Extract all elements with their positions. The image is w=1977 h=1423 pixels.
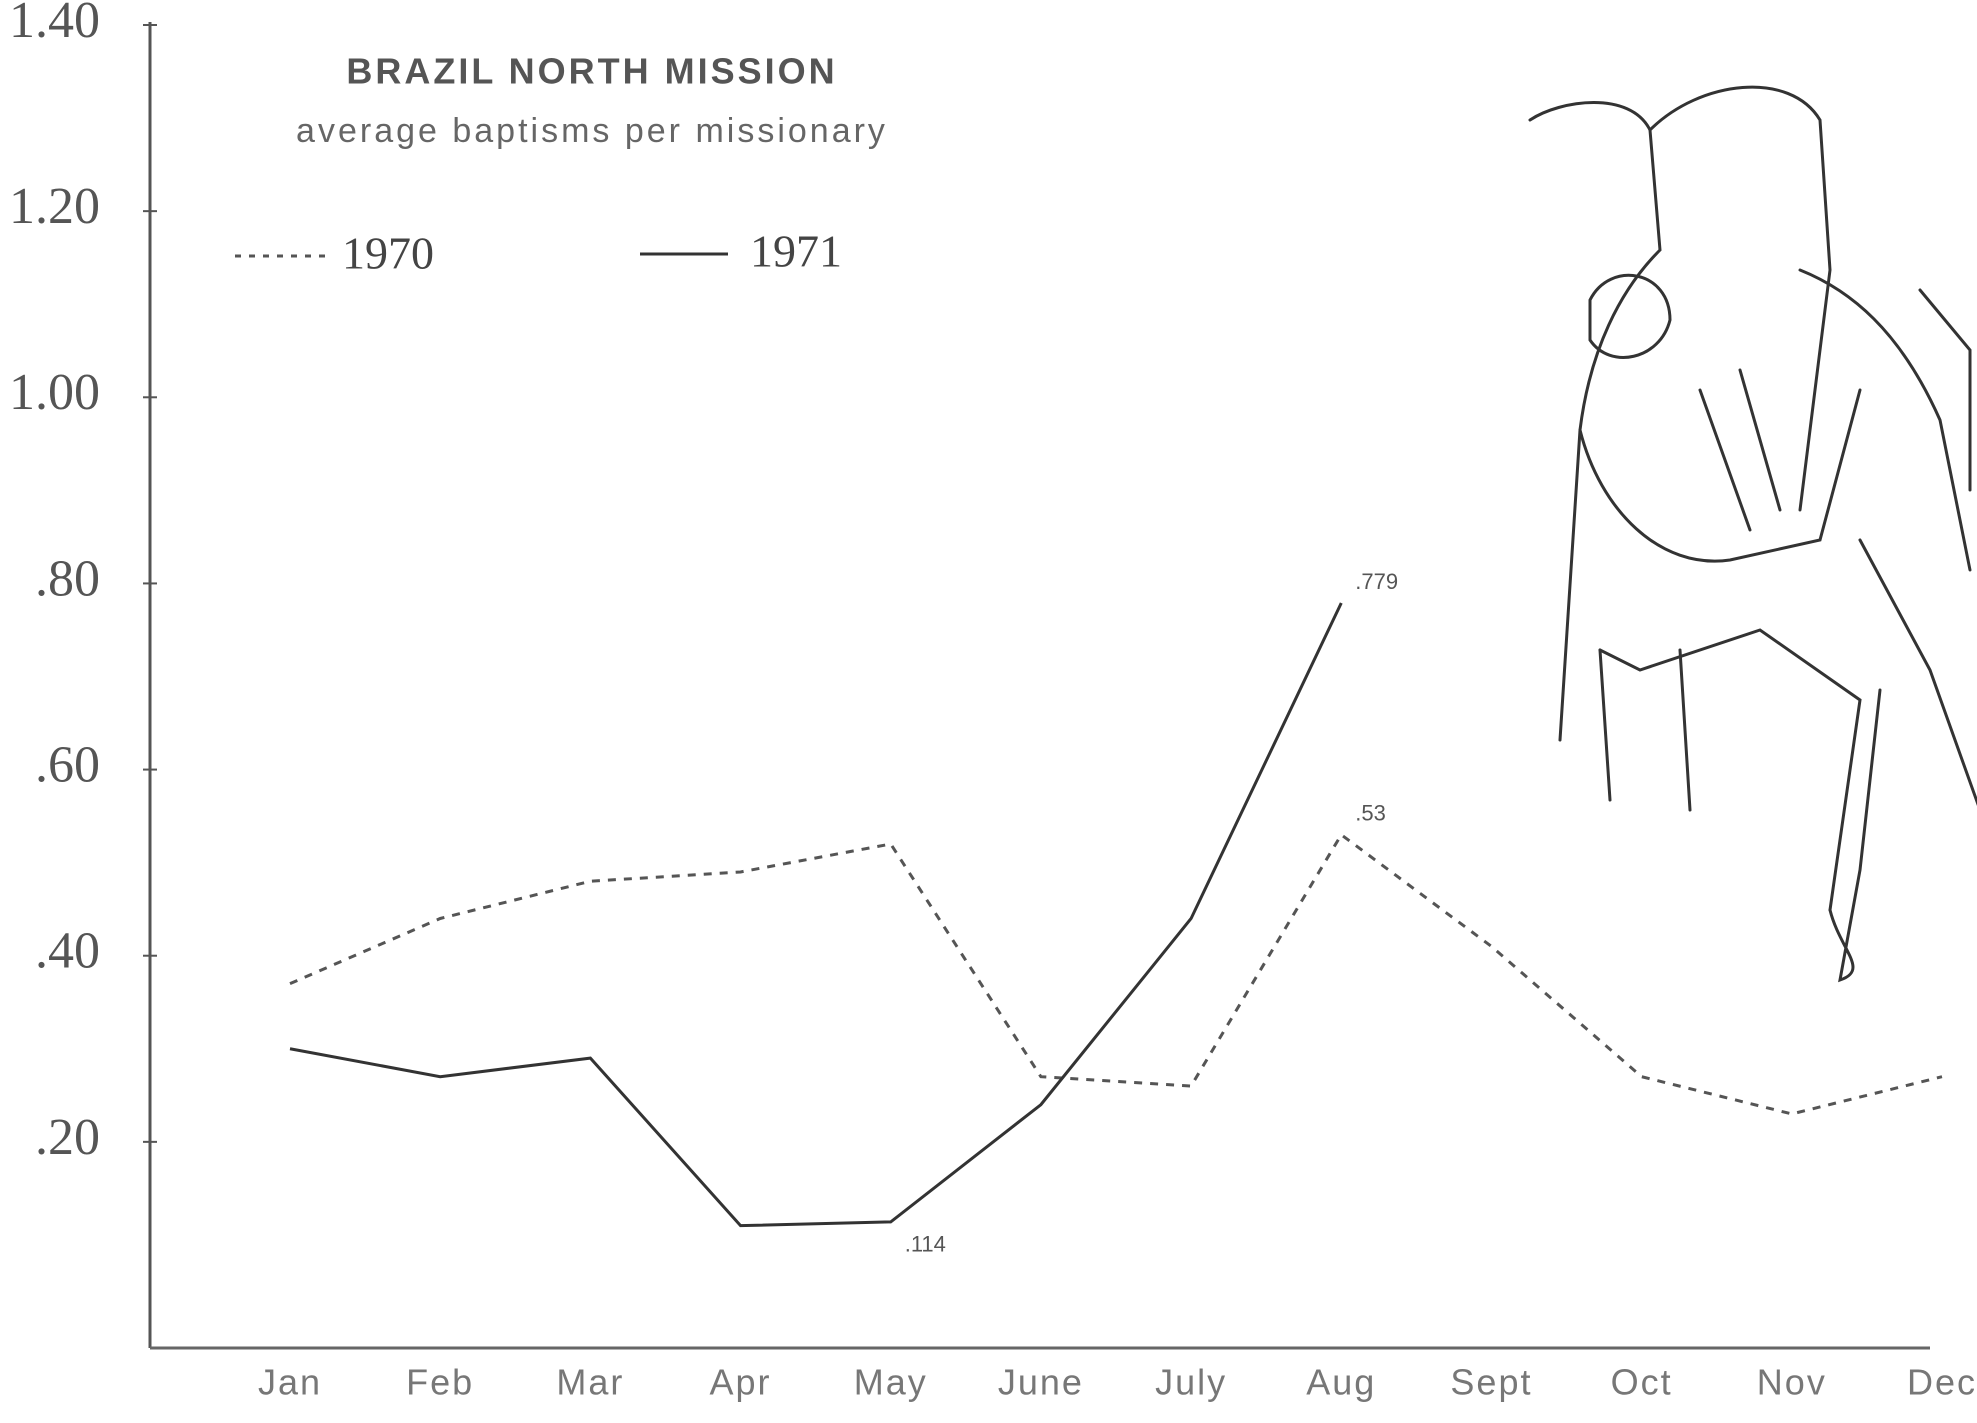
x-tick-label: Feb <box>406 1362 474 1403</box>
x-tick-label: Oct <box>1611 1362 1673 1403</box>
y-tick-label: .20 <box>35 1109 100 1166</box>
y-tick-label: .40 <box>35 923 100 980</box>
x-tick-label: Aug <box>1306 1362 1376 1403</box>
chart-title: BRAZIL NORTH MISSION <box>346 51 837 92</box>
x-tick-label: Dec <box>1907 1362 1977 1403</box>
x-tick-label: June <box>998 1362 1084 1403</box>
chart-subtitle: average baptisms per missionary <box>296 112 888 150</box>
y-tick-label: .80 <box>35 550 100 607</box>
y-tick-label: 1.20 <box>9 178 100 235</box>
x-tick-label: Apr <box>710 1362 772 1403</box>
illustration <box>1530 87 1977 980</box>
x-tick-label: July <box>1155 1362 1227 1403</box>
data-label: .53 <box>1355 801 1386 826</box>
x-tick-label: May <box>854 1362 928 1403</box>
legend-label: 1970 <box>342 228 434 279</box>
y-tick-label: 1.40 <box>9 0 100 49</box>
series-line <box>290 603 1341 1226</box>
y-tick-label: 1.00 <box>9 364 100 421</box>
x-tick-label: Sept <box>1450 1362 1532 1403</box>
data-label: .779 <box>1355 569 1398 594</box>
page: {"chart_data": {"type": "line", "title":… <box>0 0 1977 1418</box>
x-tick-label: Mar <box>556 1362 624 1403</box>
series-line <box>290 835 1942 1114</box>
chart: BRAZIL NORTH MISSION average baptisms pe… <box>0 0 1977 1418</box>
legend-label: 1971 <box>750 226 842 277</box>
x-tick-label: Nov <box>1757 1362 1827 1403</box>
data-label: .114 <box>905 1232 946 1257</box>
y-tick-label: .60 <box>35 737 100 794</box>
x-tick-label: Jan <box>258 1362 322 1403</box>
